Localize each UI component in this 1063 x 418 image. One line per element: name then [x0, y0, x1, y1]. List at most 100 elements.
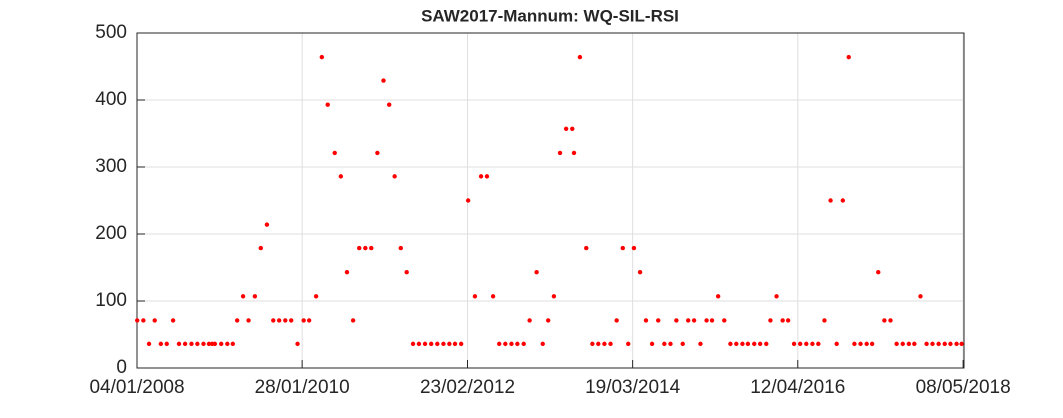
point — [264, 222, 270, 227]
point — [258, 245, 263, 251]
point — [685, 318, 691, 323]
point — [478, 174, 484, 179]
point — [894, 341, 899, 347]
point — [527, 318, 532, 323]
y-tick-label: 0 — [116, 357, 127, 378]
point — [283, 318, 288, 323]
point — [668, 341, 673, 347]
chart-title: SAW2017-Mannum: WQ-SIL-RSI — [421, 6, 679, 25]
point — [596, 341, 601, 347]
point — [822, 318, 827, 323]
point — [325, 102, 330, 107]
point — [452, 341, 458, 347]
point — [768, 318, 773, 323]
point — [563, 126, 569, 132]
point — [422, 341, 428, 347]
point — [212, 341, 218, 347]
y-tick-label: 400 — [95, 89, 127, 110]
point — [674, 318, 679, 323]
point — [704, 318, 709, 323]
point — [608, 341, 613, 347]
point — [571, 150, 577, 156]
point — [465, 198, 471, 203]
point — [834, 341, 839, 347]
point — [691, 318, 697, 323]
point — [698, 341, 703, 347]
point — [189, 341, 194, 347]
point — [930, 341, 935, 347]
point — [816, 341, 821, 347]
point — [135, 318, 140, 323]
y-tick-label: 300 — [95, 156, 127, 177]
point — [557, 150, 563, 156]
point — [357, 245, 362, 251]
point — [201, 341, 206, 347]
point — [662, 341, 667, 347]
point — [948, 341, 953, 347]
point — [375, 150, 380, 156]
point — [428, 341, 434, 347]
point — [954, 341, 959, 347]
point — [936, 341, 941, 347]
point — [876, 269, 881, 275]
point — [715, 294, 721, 299]
point — [338, 174, 344, 179]
point — [441, 341, 446, 347]
point — [900, 341, 905, 347]
point — [780, 318, 785, 323]
point — [637, 269, 643, 275]
point — [271, 318, 276, 323]
point — [614, 318, 619, 323]
point — [551, 294, 557, 299]
point — [888, 318, 893, 323]
point — [620, 245, 625, 251]
point — [170, 318, 176, 323]
point — [295, 341, 300, 347]
point — [289, 318, 294, 323]
point — [924, 341, 929, 347]
point — [158, 341, 164, 347]
point — [626, 341, 631, 347]
point — [797, 341, 803, 347]
x-tick-label: 12/04/2016 — [750, 377, 845, 398]
point — [319, 54, 325, 60]
point — [774, 294, 779, 299]
point — [369, 245, 374, 251]
point — [745, 341, 751, 347]
point — [840, 198, 846, 203]
point — [225, 341, 230, 347]
point — [206, 341, 212, 347]
point — [416, 341, 422, 347]
point — [804, 341, 809, 347]
point — [484, 174, 490, 179]
point — [252, 294, 258, 299]
point — [810, 341, 815, 347]
x-tick-label: 08/05/2018 — [916, 377, 1011, 398]
point — [490, 294, 496, 299]
point — [570, 126, 575, 132]
point — [590, 341, 595, 347]
point — [141, 318, 146, 323]
point — [497, 341, 502, 347]
point — [740, 341, 745, 347]
point — [521, 341, 526, 347]
point — [757, 341, 763, 347]
y-tick-label: 100 — [95, 290, 127, 311]
point — [306, 318, 312, 323]
y-tick-label: 500 — [95, 22, 127, 43]
point — [404, 269, 409, 275]
point — [912, 341, 917, 347]
point — [176, 341, 182, 347]
point — [858, 341, 863, 347]
point — [386, 102, 392, 107]
point — [503, 341, 508, 347]
point — [722, 318, 727, 323]
point — [752, 341, 757, 347]
point — [869, 341, 875, 347]
point — [392, 174, 397, 179]
point — [350, 318, 356, 323]
point — [656, 318, 661, 323]
point — [182, 341, 188, 347]
